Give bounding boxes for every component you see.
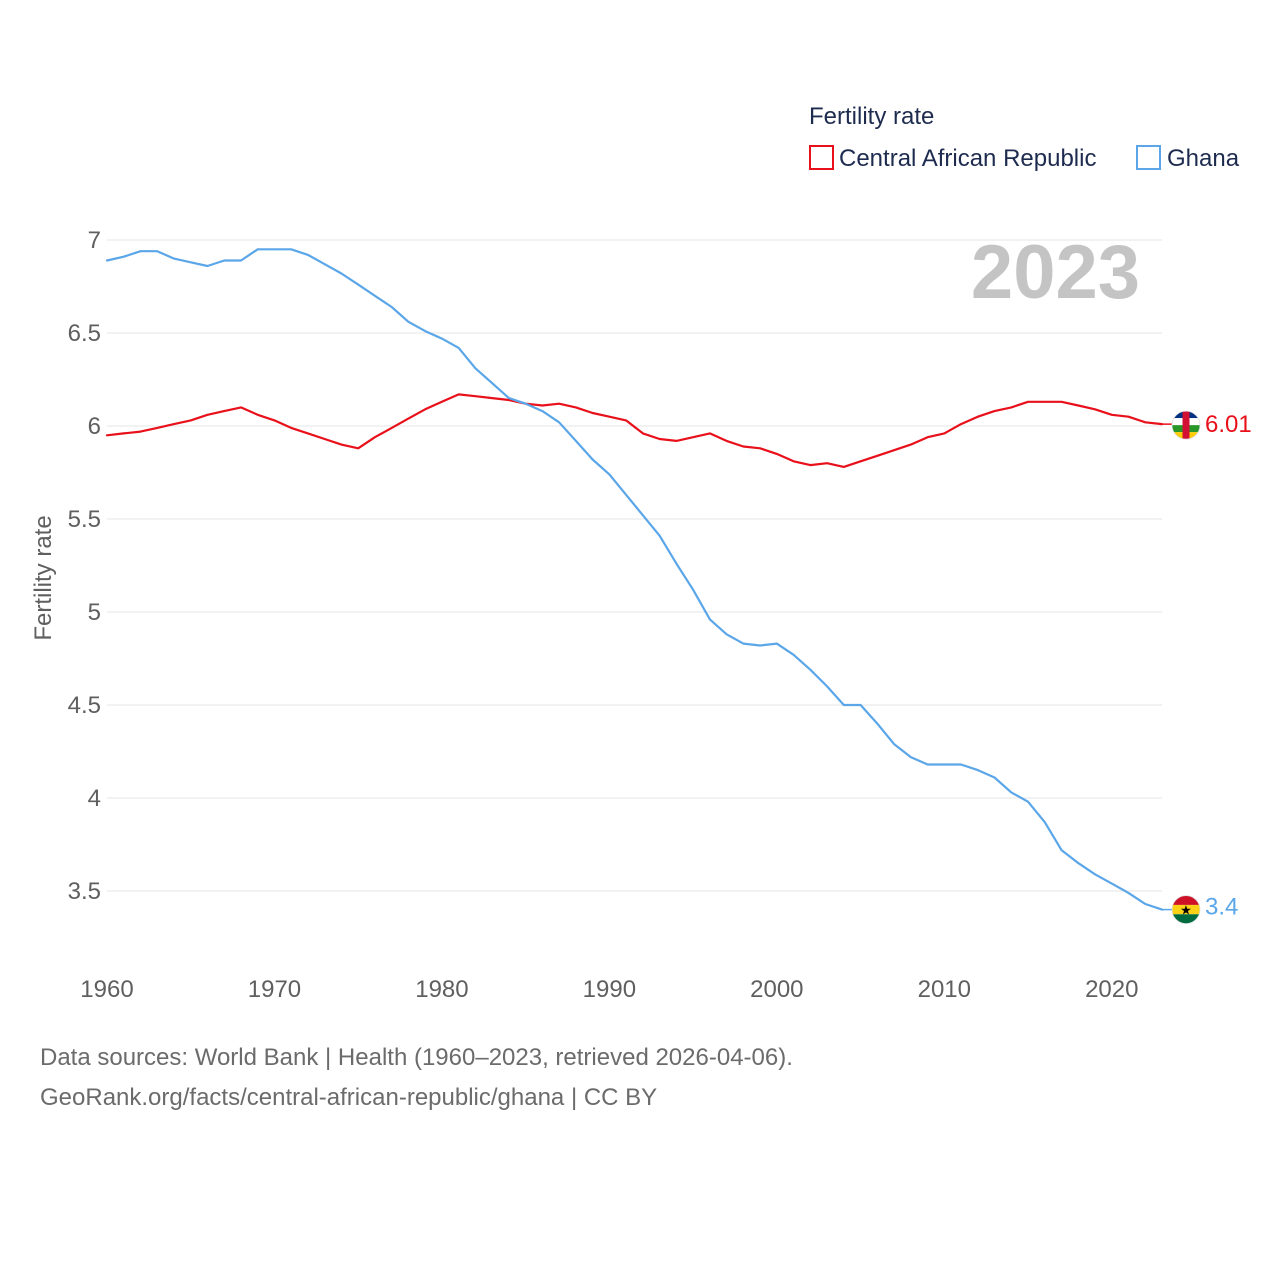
flag-central-african-republic-icon <box>1171 410 1201 440</box>
flag-stripe <box>1172 914 1200 924</box>
y-axis-label: Fertility rate <box>30 515 57 640</box>
y-tick-label: 3.5 <box>68 878 101 905</box>
flag-car-stripes <box>1172 411 1200 440</box>
x-axis-ticks: 1960 1970 1980 1990 2000 2010 2020 <box>80 976 1138 1003</box>
y-tick-label: 7 <box>88 227 101 254</box>
legend-title: Fertility rate <box>809 103 934 130</box>
flag-stripe <box>1172 895 1200 905</box>
flag-ghana-stripes <box>1172 895 1200 924</box>
y-axis-ticks: 3.5 4 4.5 5 5.5 6 6.5 7 <box>68 227 101 905</box>
y-tick-label: 6 <box>88 413 101 440</box>
series-line-ghana <box>105 248 1164 911</box>
y-tick-label: 5 <box>88 599 101 626</box>
series-end-markers: 6.01 ★ 3.4 <box>1162 410 1252 924</box>
x-tick-label: 1980 <box>415 976 468 1003</box>
gridlines <box>107 239 1162 892</box>
series-line-central-african-republic <box>105 393 1164 468</box>
flag-ghana-icon: ★ <box>1171 895 1201 924</box>
legend-label-ghana: Ghana <box>1167 145 1240 172</box>
x-tick-label: 2000 <box>750 976 803 1003</box>
x-tick-label: 1960 <box>80 976 133 1003</box>
source-line-data: Data sources: World Bank | Health (1960–… <box>40 1044 793 1071</box>
y-tick-label: 4 <box>88 785 101 812</box>
x-tick-label: 2010 <box>918 976 971 1003</box>
x-tick-label: 2020 <box>1085 976 1138 1003</box>
legend-swatch-ghana <box>1136 145 1161 170</box>
flag-vertical-band <box>1182 411 1190 440</box>
legend-swatch-central-african-republic <box>809 145 834 170</box>
end-value-ghana: 3.4 <box>1205 894 1238 921</box>
y-tick-label: 6.5 <box>68 320 101 347</box>
legend-item-central-african-republic[interactable]: Central African Republic <box>809 145 1096 172</box>
flag-star-icon: ★ <box>1180 903 1192 918</box>
legend-item-ghana[interactable]: Ghana <box>1136 145 1240 172</box>
legend-label-central-african-republic: Central African Republic <box>839 145 1096 172</box>
current-year-label: 2023 <box>971 230 1140 315</box>
x-tick-label: 1990 <box>583 976 636 1003</box>
flag-stripe <box>1172 904 1200 915</box>
flag-border <box>1171 895 1201 924</box>
y-tick-label: 5.5 <box>68 506 101 533</box>
flag-border <box>1171 410 1201 440</box>
y-tick-label: 4.5 <box>68 692 101 719</box>
end-value-central-african-republic: 6.01 <box>1205 411 1252 438</box>
source-line-url[interactable]: GeoRank.org/facts/central-african-republ… <box>40 1084 658 1111</box>
series-lines <box>105 248 1164 911</box>
x-tick-label: 1970 <box>248 976 301 1003</box>
